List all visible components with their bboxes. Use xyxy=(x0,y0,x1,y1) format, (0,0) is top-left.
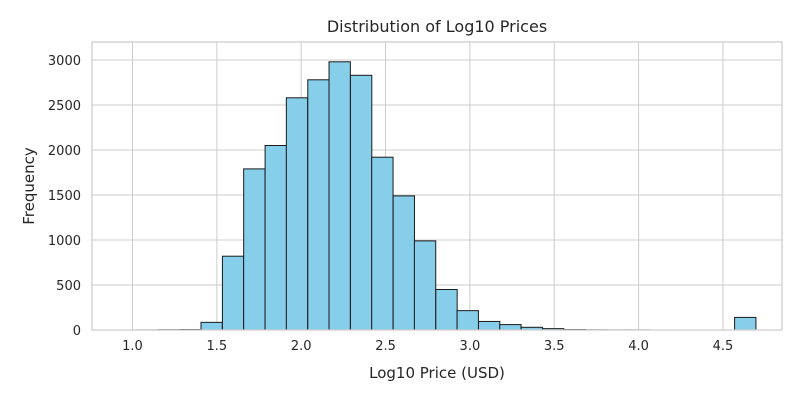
histogram-bar xyxy=(499,324,522,331)
x-tick-label: 1.5 xyxy=(206,339,227,354)
histogram-bar xyxy=(435,289,458,331)
x-tick-label: 1.0 xyxy=(122,339,143,354)
y-tick-label: 1000 xyxy=(48,234,81,249)
histogram-bar xyxy=(413,240,437,331)
y-tick-label: 500 xyxy=(56,279,81,294)
histogram-bar xyxy=(264,145,287,331)
histogram-bars xyxy=(136,61,757,331)
x-tick-labels: 1.0 1.5 2.0 2.5 3.0 3.5 4.0 4.5 xyxy=(122,339,733,354)
histogram-bar xyxy=(328,61,351,331)
y-tick-label: 2000 xyxy=(48,144,81,159)
histogram-bar xyxy=(478,320,501,331)
histogram-bar xyxy=(307,79,330,331)
histogram-bar xyxy=(200,321,223,331)
plot-area-frame xyxy=(91,41,783,331)
histogram-bar xyxy=(392,195,415,331)
x-tick-label: 4.0 xyxy=(628,339,649,354)
y-tick-label: 2500 xyxy=(48,99,81,114)
y-tick-label: 3000 xyxy=(48,54,81,69)
y-tick-labels: 0 500 1000 1500 2000 2500 3000 xyxy=(48,54,81,339)
histogram-bar xyxy=(456,310,479,331)
x-tick-label: 2.0 xyxy=(291,339,312,354)
x-tick-label: 2.5 xyxy=(375,339,396,354)
histogram-bar xyxy=(371,156,394,331)
y-tick-label: 0 xyxy=(73,324,81,339)
histogram-bar xyxy=(285,97,309,331)
histogram-bar xyxy=(221,255,245,331)
grid-lines xyxy=(92,42,782,331)
x-tick-label: 4.5 xyxy=(713,339,734,354)
y-tick-label: 1500 xyxy=(48,189,81,204)
x-axis-title: Log10 Price (USD) xyxy=(369,364,505,382)
histogram-bar xyxy=(734,316,757,331)
histogram-bar xyxy=(349,74,373,331)
histogram-bar xyxy=(243,168,266,331)
y-axis-title: Frequency xyxy=(20,147,38,225)
x-tick-label: 3.0 xyxy=(460,339,481,354)
x-tick-label: 3.5 xyxy=(544,339,565,354)
chart-title: Distribution of Log10 Prices xyxy=(327,17,547,36)
